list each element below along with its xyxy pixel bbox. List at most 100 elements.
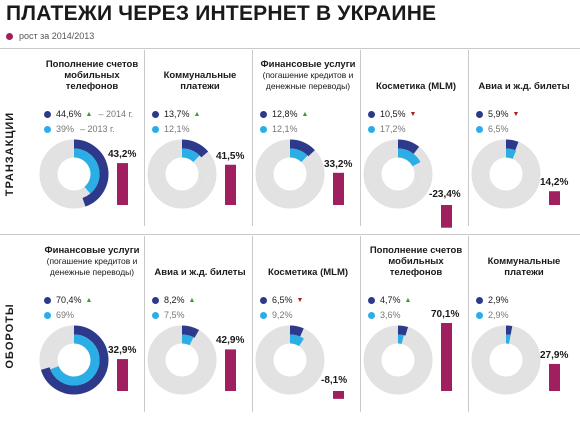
value-2014-label: 12,8% (272, 109, 298, 119)
dot-2013 (44, 311, 51, 319)
growth-bar (117, 163, 128, 205)
value-2013-label: 39% (56, 124, 75, 134)
value-2014-label: 10,5% (380, 109, 406, 119)
category-title-text: Косметика (MLM) (376, 81, 456, 92)
donut-arc-2014 (505, 325, 513, 335)
growth-label: 42,9% (216, 335, 245, 347)
donut-arc-2014 (73, 139, 109, 207)
value-2014: 4,7% ▲ (368, 295, 411, 305)
trend-down-icon: ▼ (296, 296, 304, 304)
category-panel: Финансовые услуги (погашение кредитов и … (39, 226, 144, 411)
growth-bar (333, 172, 344, 205)
dot-2013 (260, 125, 267, 133)
donut-track-inner (372, 334, 424, 386)
category-title: Косметика (MLM) (256, 226, 360, 278)
donut-track-inner (480, 148, 532, 200)
donut-arc-2014 (40, 325, 109, 395)
donut-chart (363, 323, 452, 395)
value-2014-label: 8,2% (164, 295, 185, 305)
dot-2014 (260, 110, 267, 118)
row-label-turnover: ОБОРОТЫ (4, 303, 16, 369)
column-divider (252, 50, 253, 226)
value-2013-label: 2,9% (488, 310, 509, 320)
category-title-text: Коммунальные платежи (472, 256, 576, 278)
growth-label: 32,9% (108, 345, 137, 357)
category-panel: Коммунальные платежи 2,9% 2,9% 27,9% (471, 226, 576, 411)
trend-up-icon: ▲ (85, 296, 93, 304)
value-2013: 6,5% (476, 124, 509, 134)
dot-2013 (368, 311, 375, 319)
value-2013-label: 6,5% (488, 124, 509, 134)
value-2013: 2,9% (476, 310, 509, 320)
trend-down-icon: ▼ (512, 110, 520, 118)
donut-chart (147, 325, 236, 395)
trend-up-icon: ▲ (188, 296, 196, 304)
category-name: Финансовые услуги (260, 59, 356, 70)
category-name: Финансовые услуги (44, 245, 140, 256)
growth-bar (225, 349, 236, 391)
category-panel: Косметика (MLM) 6,5% ▼ 9,2% -8,1% (255, 226, 360, 411)
donut-track-inner (156, 148, 208, 200)
category-panel: Пополнение счетов мобильных телефонов 4,7… (363, 226, 468, 411)
value-2013-label: 17,2% (380, 124, 406, 134)
dot-2013 (44, 125, 51, 133)
donut-track-inner (156, 334, 208, 386)
category-title: Финансовые услуги (погашение кредитов и … (40, 226, 144, 278)
trend-up-icon: ▲ (85, 110, 93, 118)
donut-chart (363, 139, 452, 228)
category-title: Коммунальные платежи (148, 40, 252, 92)
category-title-text: Пополнение счетов мобильных телефонов (40, 59, 144, 92)
category-name: Пополнение счетов мобильных телефонов (369, 245, 463, 278)
category-title: Авиа и ж.д. билеты (148, 226, 252, 278)
growth-label: 70,1% (431, 309, 460, 320)
donut-chart (39, 139, 128, 209)
donut-arc-2013 (73, 148, 100, 194)
dot-2014 (260, 296, 267, 304)
row-label-transactions: ТРАНЗАКЦИИ (4, 111, 16, 197)
category-panel: Авиа и ж.д. билеты 8,2% ▲ 7,5% 42,9% (147, 226, 252, 411)
column-divider (144, 50, 145, 226)
growth-bar (441, 323, 452, 391)
category-title: Коммунальные платежи (472, 226, 576, 278)
value-2014: 44,6% ▲ – 2014 г. (44, 109, 133, 119)
dot-2014 (368, 110, 375, 118)
legend: рост за 2014/2013 (6, 31, 94, 41)
category-title-text: Коммунальные платежи (148, 70, 252, 92)
growth-label: -8,1% (321, 375, 348, 386)
value-2013: 17,2% (368, 124, 406, 134)
donut-chart (39, 325, 128, 395)
growth-label: 33,2% (324, 158, 353, 170)
category-subtitle: (погашение кредитов и денежные переводы) (262, 70, 354, 91)
category-name: Косметика (MLM) (375, 81, 457, 92)
category-name: Авиа и ж.д. билеты (478, 81, 570, 92)
value-2013-label: 9,2% (272, 310, 293, 320)
category-panel: Финансовые услуги (погашение кредитов и … (255, 40, 360, 225)
category-name: Косметика (MLM) (267, 267, 349, 278)
donut-arc-2013 (181, 334, 194, 346)
donut-arc-2014 (289, 139, 315, 157)
growth-bar (549, 363, 560, 391)
year-2014-label: – 2014 г. (98, 109, 134, 119)
donut-arc-2013 (289, 334, 304, 347)
category-title: Пополнение счетов мобильных телефонов (40, 40, 144, 92)
dot-2013 (260, 311, 267, 319)
donut-arc-2014 (397, 325, 409, 336)
value-2013: 69% (44, 310, 74, 320)
dot-2013 (152, 311, 159, 319)
column-divider (468, 236, 469, 412)
dot-2014 (476, 296, 483, 304)
growth-label: -23,4% (429, 189, 461, 200)
growth-bar (225, 164, 236, 205)
donut-arc-2013 (397, 148, 421, 167)
value-2014: 8,2% ▲ (152, 295, 195, 305)
value-2014: 2,9% (476, 295, 509, 305)
category-panel: Авиа и ж.д. билеты 5,9% ▼ 6,5% 14,2% (471, 40, 576, 225)
donut-arc-2013 (505, 148, 517, 159)
dot-2013 (152, 125, 159, 133)
growth-bar (549, 191, 560, 205)
dot-2013 (368, 125, 375, 133)
dot-2013 (476, 311, 483, 319)
category-name: Коммунальные платежи (163, 70, 237, 92)
value-2014: 6,5% ▼ (260, 295, 303, 305)
value-2013: 9,2% (260, 310, 293, 320)
